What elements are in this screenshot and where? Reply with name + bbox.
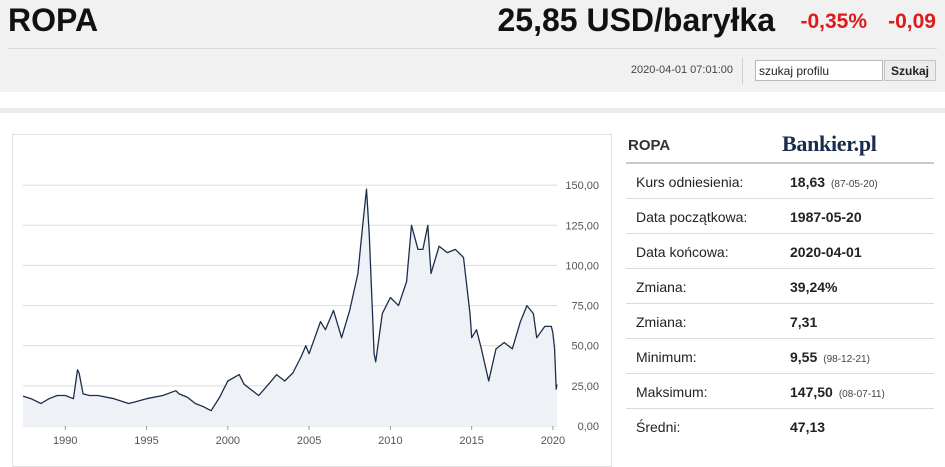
search-button[interactable]: Szukaj [884,60,936,81]
info-row: Zmiana: 7,31 [626,304,934,339]
info-value-text: 9,55 [790,349,818,365]
info-row: Maksimum: 147,50 (08-07-11) [626,374,934,409]
x-tick-label: 2015 [459,435,483,447]
info-row: Zmiana: 39,24% [626,269,934,304]
current-price: 25,85 USD/baryłka [497,2,776,38]
info-row: Minimum: 9,55 (98-12-21) [626,339,934,374]
info-value: 147,50 (08-07-11) [790,384,885,400]
x-tick-label: 1995 [134,435,158,447]
header-divider [8,48,937,49]
info-label: Minimum: [636,349,697,365]
info-note: (87-05-20) [831,179,878,190]
x-tick-label: 2005 [297,435,321,447]
info-value-text: 39,24% [790,279,838,295]
info-value-text: 18,63 [790,174,826,190]
info-label: Data początkowa: [636,209,748,225]
instrument-title: ROPA [8,2,99,38]
info-note: (98-12-21) [823,354,870,365]
y-tick-label: 0,00 [578,421,599,433]
x-tick-label: 2020 [541,435,565,447]
info-row: Średni: 47,13 [626,409,934,443]
info-value: 7,31 [790,314,817,330]
instrument-info-panel: ROPA Bankier.pl Kurs odniesienia: 18,63 (8… [626,128,934,443]
x-tick-label: 1990 [53,435,77,447]
x-tick-label: 2000 [216,435,240,447]
info-value: 1987-05-20 [790,209,862,225]
info-label: Kurs odniesienia: [636,174,744,190]
info-header: ROPA Bankier.pl [626,128,934,164]
y-tick-label: 75,00 [571,301,599,313]
info-value-text: 47,13 [790,419,826,435]
quote-timestamp: 2020-04-01 07:01:00 [630,64,733,76]
info-row: Kurs odniesienia: 18,63 (87-05-20) [626,164,934,199]
info-value-text: 1987-05-20 [790,209,862,225]
info-value: 47,13 [790,419,825,435]
price-chart: 0,00 25,00 50,00 75,00 100,00 125,00 150,00 19… [22,180,599,447]
change-absolute: -0,09 [888,10,936,33]
change-percent: -0,35% [800,10,867,33]
price-line [22,188,558,412]
x-tick-label: 2010 [378,435,402,447]
info-value: 2020-04-01 [790,244,862,260]
info-label: Średni: [636,419,681,435]
price-chart-panel: 0,00 25,00 50,00 75,00 100,00 125,00 150,00 19… [12,134,612,467]
info-value-text: 7,31 [790,314,818,330]
info-title: ROPA [628,137,671,154]
info-row: Data początkowa: 1987-05-20 [626,199,934,234]
info-row: Data końcowa: 2020-04-01 [626,234,934,269]
info-label: Zmiana: [636,279,687,295]
quote-header: ROPA 25,85 USD/baryłka -0,35% -0,09 2020… [0,0,945,92]
info-label: Maksimum: [636,384,708,400]
y-tick-label: 100,00 [565,260,599,272]
info-value: 18,63 (87-05-20) [790,174,878,190]
info-note: (08-07-11) [838,389,885,400]
info-value: 9,55 (98-12-21) [790,349,870,365]
info-value: 39,24% [790,279,837,295]
info-label: Zmiana: [636,314,687,330]
info-value-text: 2020-04-01 [790,244,862,260]
price-area [23,189,557,426]
info-value-text: 147,50 [790,384,833,400]
y-tick-label: 50,00 [571,341,599,353]
y-tick-label: 25,00 [571,381,599,393]
info-label: Data końcowa: [636,244,729,260]
profile-search-input[interactable] [755,60,883,81]
section-divider [0,108,945,113]
y-tick-label: 125,00 [565,220,599,232]
toolbar-divider [742,58,743,84]
y-tick-label: 150,00 [565,180,599,192]
bankier-logo: Bankier.pl [782,131,877,156]
